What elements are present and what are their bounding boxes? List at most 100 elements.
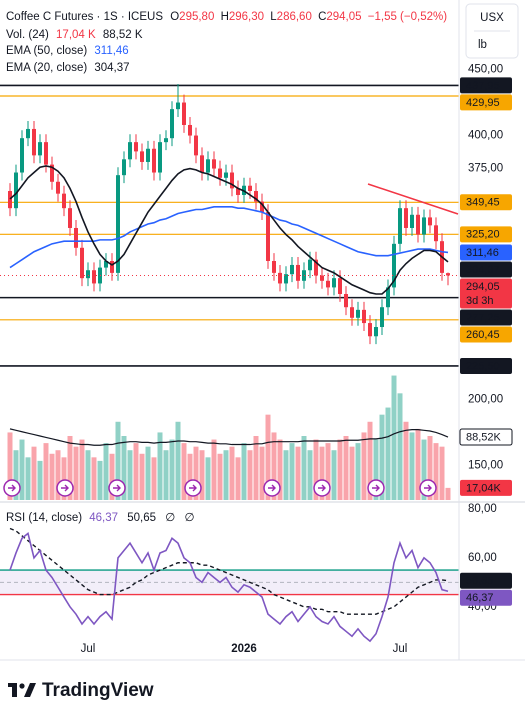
legend-label: RSI (14, close) [6,512,82,524]
legend-label: EMA (20, close) [6,62,87,74]
candle-body [380,307,384,328]
logo-icon [8,683,36,697]
candle-body [164,138,168,143]
candle-body [38,142,42,156]
candle-body [116,175,120,273]
event-arrow [372,484,380,492]
volume-ma-line [9,428,449,446]
volume-bar [217,453,223,500]
main-layer [0,84,459,643]
candle-body [326,280,330,288]
legend-row: RSI (14, close) 46,37 50,65 ∅ ∅ [6,512,195,524]
volume-bar [373,439,379,500]
volume-bar [181,443,187,500]
candle-body [224,172,228,178]
candle-body [272,260,276,273]
volume-bar [43,443,49,500]
axis-label: 260,45 [466,329,500,341]
volume-bar [397,393,403,500]
candle-body [362,309,366,324]
unit[interactable]: lb [478,39,487,51]
volume-bar [145,446,151,500]
candle-body [68,208,72,228]
axis-label: 46,37 [466,592,494,604]
volume-bar [91,457,97,500]
axis-label: 277,25 [466,312,500,324]
candle-body [446,273,450,276]
y-tick-label: 450,00 [468,64,503,76]
axis-label-box [460,357,512,374]
candle-body [410,214,414,228]
candle-body [50,164,54,182]
axis-label-box [460,226,512,243]
brand[interactable]: TradingView [42,680,154,701]
candle-body [218,168,222,178]
ohlc-key: L [270,11,277,23]
symbol-title: Coffee C Futures · 1S · ICEUS [6,11,163,23]
axis-label: 88,52K [466,431,502,443]
candle-body [32,128,36,156]
volume-bar [379,414,385,500]
candle-body [398,208,402,244]
y-tick-label: 150,00 [468,460,503,472]
volume-bar [55,450,61,500]
volume-bar [343,436,349,500]
axis-label: 17,04K [466,482,502,494]
candle-body [254,191,258,202]
volume-bar [295,446,301,500]
candle-body [374,327,378,337]
ohlc-value: 286,60 [277,11,312,23]
volume-bar [133,443,139,500]
candle-body [110,260,114,273]
axis-label-box [460,479,512,496]
candle-body [296,264,300,281]
volume-bar [421,439,427,500]
event-arrow [61,484,69,492]
volume-bar [415,428,421,500]
axis-label: 3d 3h [466,295,494,307]
axis-label-box [460,261,512,278]
candle-body [386,287,390,308]
candle-body [236,188,240,195]
candle-body [404,208,408,228]
currency[interactable]: USX [480,12,504,24]
volume-bar [199,450,205,500]
event-arrow [424,484,432,492]
volume-bar [313,439,319,500]
volume-bar [307,450,313,500]
volume-bar [115,421,121,500]
event-arrow [318,484,326,492]
y-tick-label: 400,00 [468,130,503,142]
volume-bar [325,443,331,500]
legend-extra: ∅ [165,512,175,524]
axis-label: 304,37 [466,264,500,276]
axis-label-box [460,244,512,261]
axis-label-box [460,589,512,606]
volume-bar [151,457,157,500]
axis-label-box [460,94,512,111]
candle-body [248,185,252,192]
volume-bar [97,460,103,500]
event-arrow [189,484,197,492]
candle-body [260,201,264,213]
ohlc-key: H [221,11,229,23]
axis-label-box [460,194,512,211]
candle-body [104,260,108,268]
volume-bar [433,443,439,500]
volume-bar [349,446,355,500]
candle-body [338,278,342,295]
volume-bar [391,375,397,500]
legend-row: EMA (20, close) 304,37 [6,62,130,74]
axis-label-box [460,309,512,326]
candle-body [122,159,126,176]
candle-body [8,191,12,209]
legend-row: EMA (50, close) 311,46 [6,45,129,57]
legend-value: 304,37 [94,62,129,74]
volume-bar [367,421,373,500]
candle-body [278,272,282,284]
ohlc-key: O [170,11,179,23]
ohlc-key: C [318,11,326,23]
candle-body [152,148,156,173]
ohlc-value: 295,80 [179,11,214,23]
